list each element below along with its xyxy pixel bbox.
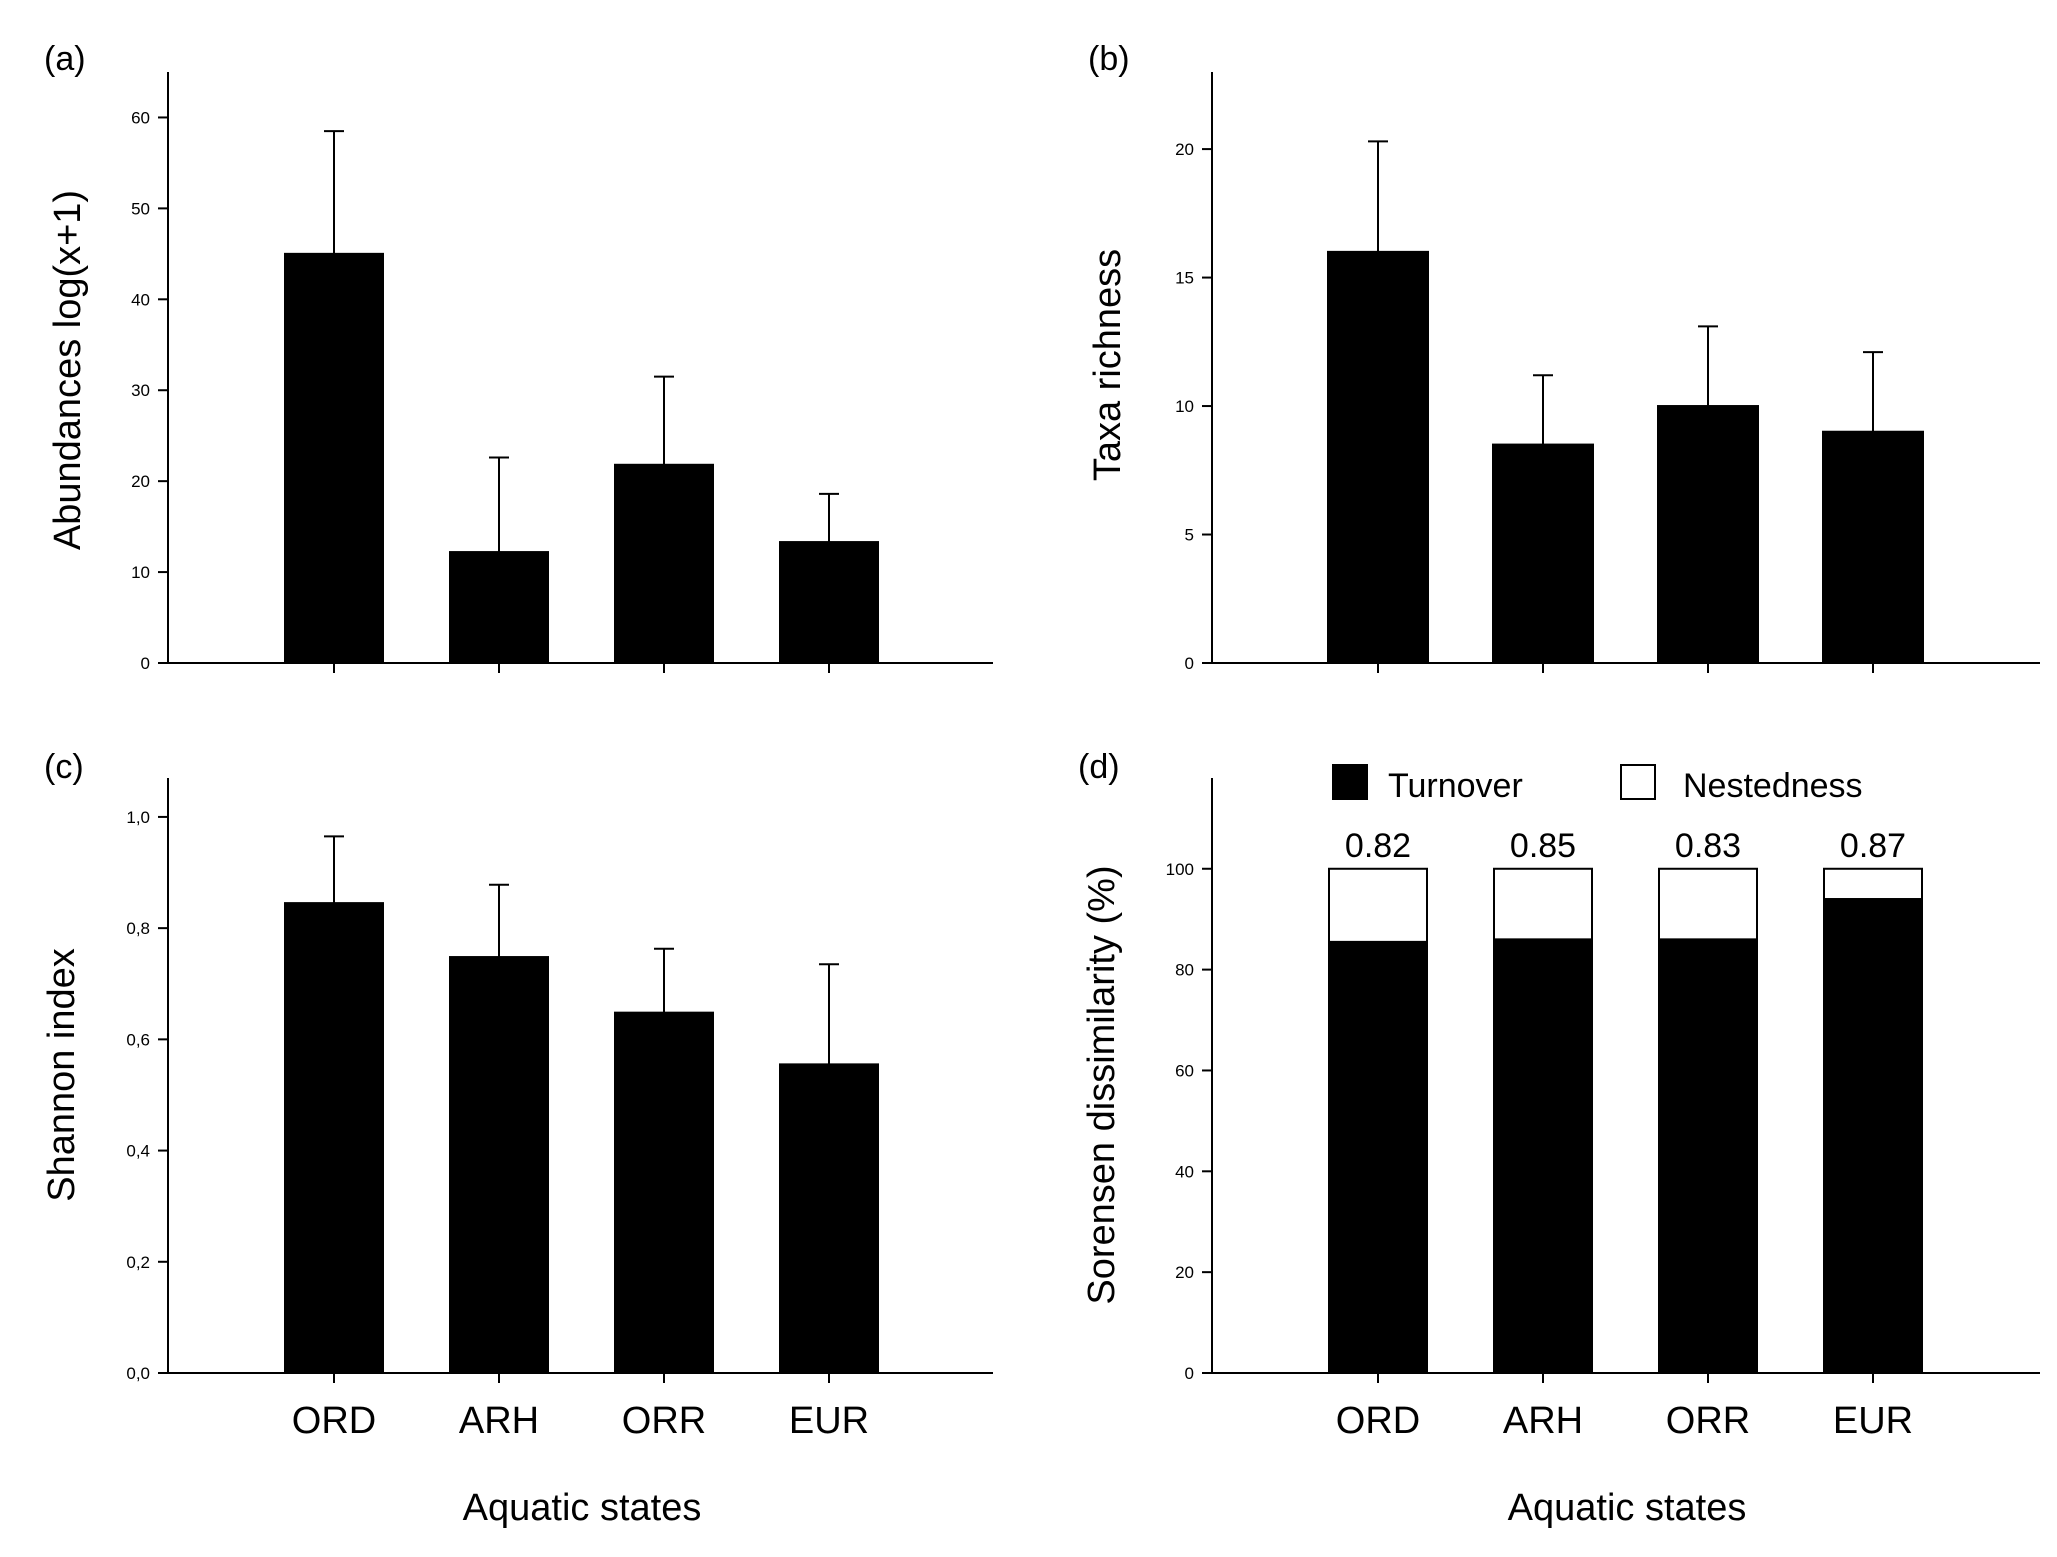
panel-c-bar-orr	[614, 1011, 714, 1375]
panel-a-plot: 0 10 20 30 40 50 60	[131, 72, 993, 673]
panel-d-y-tick-label: 20	[1175, 1263, 1194, 1282]
panel-a: (a) Abundances log(x+1) 0 10 20 30 40 50 60	[44, 40, 993, 673]
panel-a-bar-ord	[284, 252, 384, 664]
panel-c-ylabel: Shannon index	[41, 948, 83, 1202]
panel-a-y-tick-label: 50	[131, 199, 150, 218]
panel-d-category-label-ord: ORD	[1336, 1400, 1420, 1442]
panel-d-ylabel: Sorensen dissimilarity (%)	[1081, 865, 1123, 1304]
panel-b-y-tick-label: 5	[1185, 526, 1194, 545]
panel-d-bar-nestedness-ord	[1328, 867, 1428, 943]
panel-a-bar-eur	[779, 541, 879, 665]
panel-d-y-tick-label: 100	[1166, 860, 1194, 879]
panel-c-y-tick-label: 0,6	[126, 1030, 150, 1049]
panel-d-bar-nestedness-eur	[1823, 867, 1923, 901]
panel-d-label: (d)	[1078, 748, 1120, 786]
panel-b-y-tick-label: 15	[1175, 269, 1194, 288]
panel-d-plot: 0 20 40 60 80 100 0.82 ORD 0.85 ARH 0.83 ORR 0.87 EUR	[1166, 778, 2040, 1442]
panel-c-category-label-orr: ORR	[622, 1400, 706, 1442]
legend-swatch-turnover	[1332, 764, 1368, 800]
panel-b-y-tick-label: 0	[1185, 654, 1194, 673]
panel-d-bar-turnover-arh	[1493, 938, 1593, 1375]
panel-b-y-tick-label: 20	[1175, 140, 1194, 159]
panel-d-bar-label-arh: 0.85	[1510, 827, 1576, 865]
panel-d-y-tick-label: 0	[1185, 1364, 1194, 1383]
panel-c-category-label-eur: EUR	[789, 1400, 869, 1442]
panel-d-bar-label-orr: 0.83	[1675, 827, 1741, 865]
panel-a-y-tick-label: 10	[131, 563, 150, 582]
panel-d-bar-nestedness-orr	[1658, 867, 1758, 941]
panel-c-category-label-ord: ORD	[292, 1400, 376, 1442]
panel-d-bar-label-ord: 0.82	[1345, 827, 1411, 865]
panel-b: (b) Taxa richness 0 5 10 15 20	[1087, 40, 2040, 673]
legend-label-nestedness: Nestedness	[1683, 767, 1863, 805]
panel-a-bar-orr	[614, 463, 714, 664]
panel-c-plot: 0,0 0,2 0,4 0,6 0,8 1,0 ORD ARH ORR EUR	[126, 778, 993, 1442]
panel-b-ylabel: Taxa richness	[1087, 249, 1129, 481]
panel-a-y-tick-label: 40	[131, 290, 150, 309]
panel-c-y-tick-label: 1,0	[126, 808, 150, 827]
panel-d: (d) Sorensen dissimilarity (%) 0 20 40 60 80…	[1078, 748, 2040, 1529]
panel-a-y-tick-label: 20	[131, 472, 150, 491]
panel-b-plot: 0 5 10 15 20	[1175, 72, 2040, 673]
legend-swatch-nestedness	[1620, 764, 1656, 800]
panel-c-y-tick-label: 0,4	[126, 1142, 150, 1161]
panel-a-y-tick-label: 60	[131, 108, 150, 127]
panel-c-y-tick-label: 0,2	[126, 1253, 150, 1272]
panel-c-bar-eur	[779, 1063, 879, 1375]
panel-a-y-tick-label: 0	[141, 654, 150, 673]
panel-c-label: (c)	[44, 748, 84, 786]
panel-d-category-label-arh: ARH	[1503, 1400, 1583, 1442]
panel-d-bar-turnover-orr	[1658, 938, 1758, 1375]
panel-d-y-tick-label: 60	[1175, 1061, 1194, 1080]
panel-b-y-tick-label: 10	[1175, 397, 1194, 416]
panel-b-bar-orr	[1657, 405, 1759, 664]
legend: Turnover Nestedness	[1332, 764, 1863, 805]
panel-b-bar-ord	[1327, 250, 1429, 664]
panel-c: (c) Shannon index 0,0 0,2 0,4 0,6 0,8 1,0 ORD A…	[41, 748, 993, 1529]
panel-b-bar-arh	[1492, 443, 1594, 664]
panel-b-bar-eur	[1822, 430, 1924, 664]
panel-a-ylabel: Abundances log(x+1)	[47, 190, 89, 550]
panel-d-y-tick-label: 80	[1175, 961, 1194, 980]
panel-d-category-label-orr: ORR	[1666, 1400, 1750, 1442]
panel-a-bar-arh	[449, 551, 549, 665]
panel-d-category-label-eur: EUR	[1833, 1400, 1913, 1442]
panel-c-bar-arh	[449, 956, 549, 1375]
panel-a-y-tick-label: 30	[131, 381, 150, 400]
panel-c-y-tick-label: 0,0	[126, 1364, 150, 1383]
legend-label-turnover: Turnover	[1388, 767, 1523, 805]
panel-d-y-tick-label: 40	[1175, 1162, 1194, 1181]
panel-d-bar-label-eur: 0.87	[1840, 827, 1906, 865]
panel-c-y-tick-label: 0,8	[126, 919, 150, 938]
panel-d-xlabel: Aquatic states	[1508, 1487, 1747, 1529]
panel-d-bar-turnover-eur	[1823, 898, 1923, 1375]
panel-b-label: (b)	[1088, 40, 1130, 78]
panel-c-category-label-arh: ARH	[459, 1400, 539, 1442]
panel-d-bar-nestedness-arh	[1493, 867, 1593, 941]
panel-d-bar-turnover-ord	[1328, 940, 1428, 1375]
panel-a-label: (a)	[44, 40, 86, 78]
panel-c-xlabel: Aquatic states	[463, 1487, 702, 1529]
panel-c-bar-ord	[284, 902, 384, 1374]
